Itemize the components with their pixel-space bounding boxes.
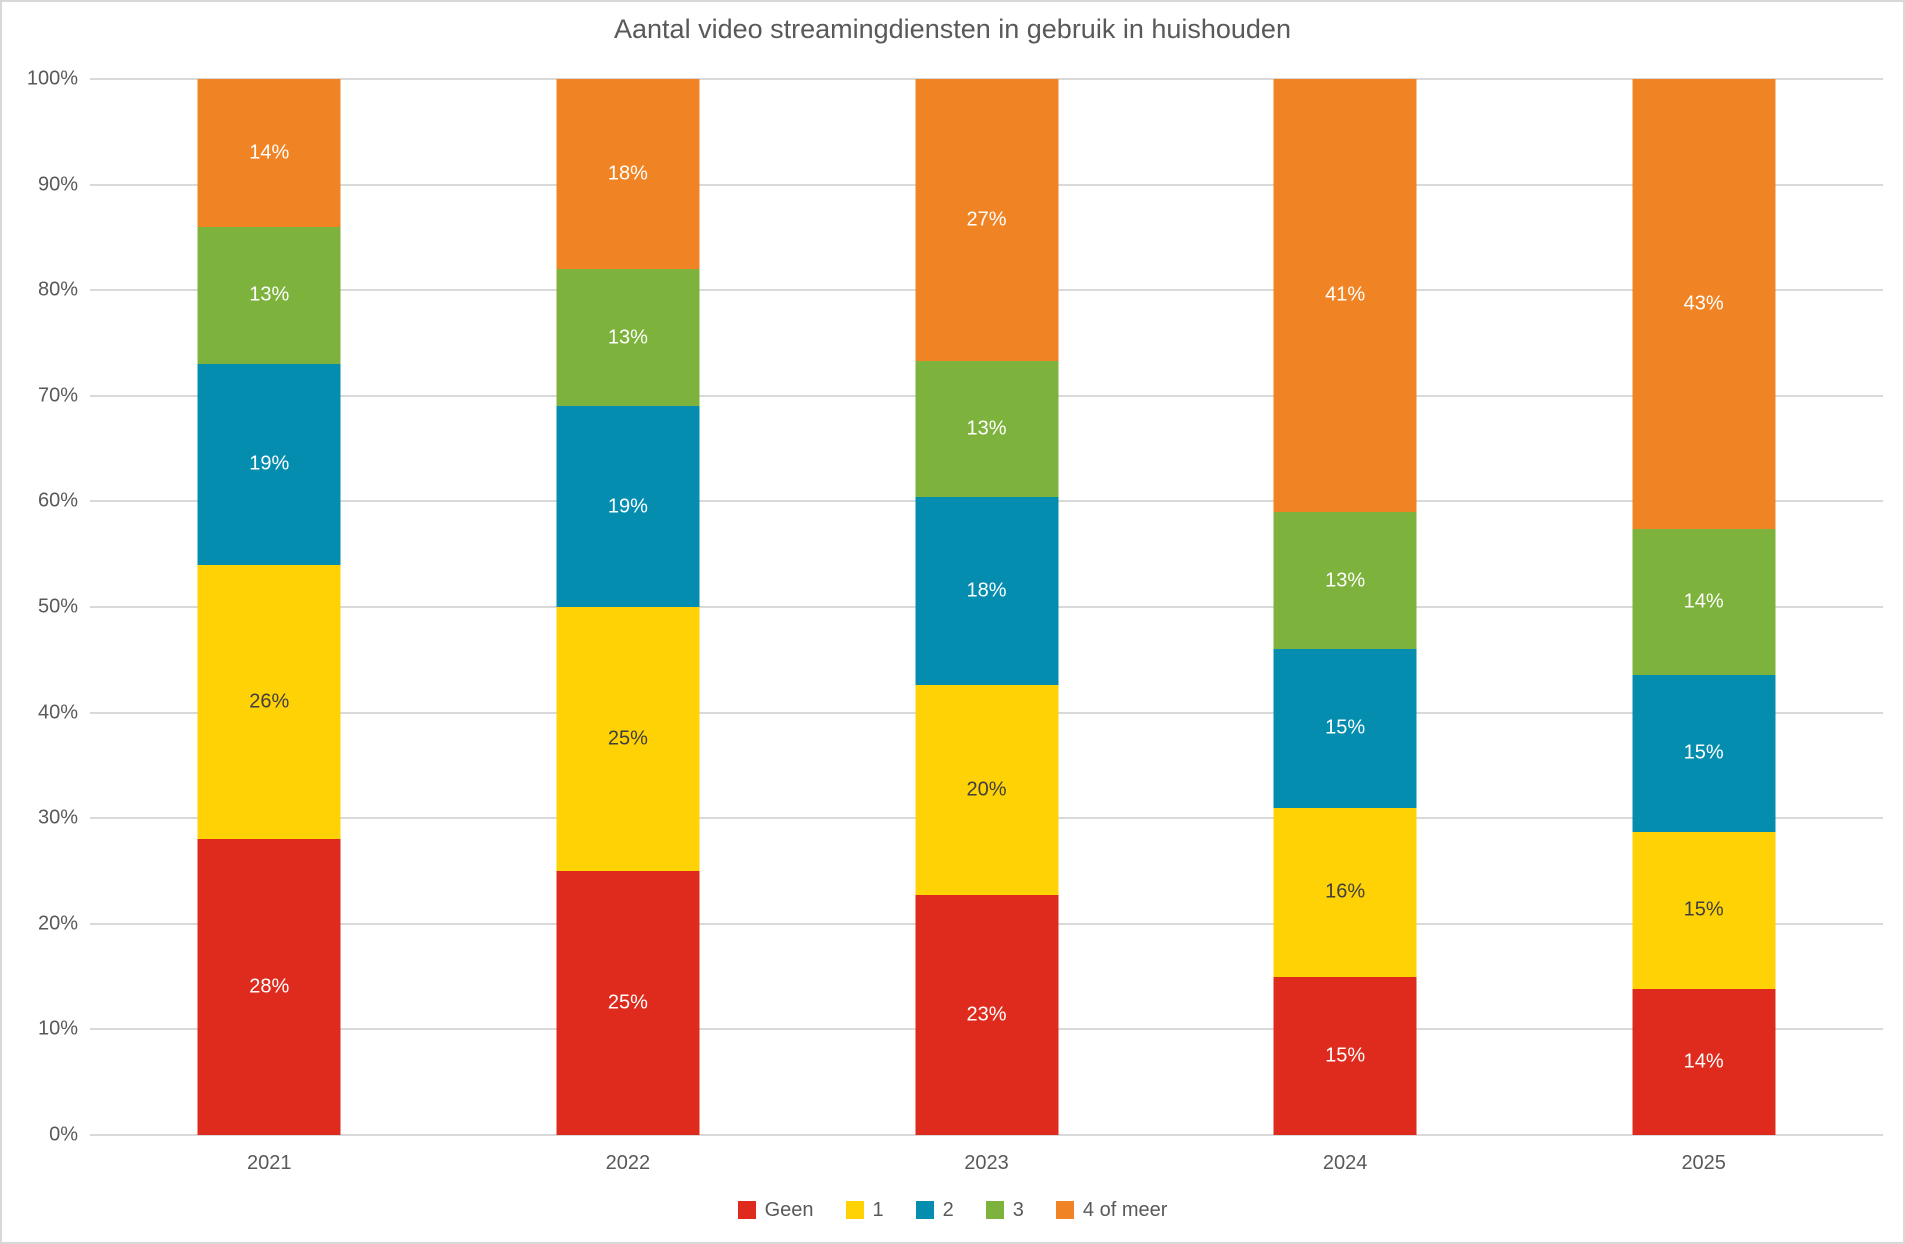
bar-segment-value-label: 13%	[1325, 569, 1366, 592]
bar-segment-2024-2: 15%	[1273, 649, 1417, 808]
bar-segment-value-label: 13%	[966, 417, 1007, 440]
x-axis-label-2021: 2021	[247, 1152, 292, 1174]
y-tick-label-60: 60%	[37, 489, 78, 512]
bar-segment-2021-Geen: 28%	[197, 839, 341, 1135]
y-tick-label-90: 90%	[37, 173, 78, 196]
bar-segment-2025-Geen: 14%	[1632, 988, 1776, 1135]
bar-segment-value-label: 15%	[1683, 898, 1724, 921]
legend-label: 3	[1012, 1198, 1024, 1221]
bar-segment-value-label: 15%	[1325, 1044, 1366, 1067]
bar-segment-2021-3: 13%	[197, 226, 341, 365]
gridline-0	[90, 1134, 1883, 1136]
legend-label: Geen	[764, 1198, 814, 1221]
bar-segment-value-label: 18%	[966, 579, 1007, 602]
legend-swatch-icon	[1055, 1201, 1074, 1219]
x-axis-labels: 2021 2022 2023 2024 2025	[90, 1152, 1883, 1182]
y-tick-label-30: 30%	[37, 806, 78, 829]
bar-column-2024: 15% 16% 15% 13% 41%	[1273, 79, 1417, 1135]
bar-segment-value-label: 14%	[1683, 1050, 1724, 1073]
bar-segment-value-label: 19%	[607, 495, 648, 518]
bar-segment-2022-4 of meer: 18%	[556, 79, 700, 270]
x-axis-label-2023: 2023	[964, 1152, 1009, 1174]
bar-segment-2024-4 of meer: 41%	[1273, 79, 1417, 512]
legend-item-1: 1	[845, 1198, 884, 1222]
bar-segment-value-label: 43%	[1683, 292, 1724, 315]
x-axis-label-2025: 2025	[1681, 1152, 1726, 1174]
bar-column-2021: 28% 26% 19% 13% 14%	[197, 79, 341, 1135]
bar-segment-2023-1: 20%	[915, 685, 1058, 895]
bar-segment-value-label: 28%	[249, 975, 290, 998]
bar-column-2023: 23% 20% 18% 13% 27%	[915, 79, 1058, 1135]
legend-label: 1	[872, 1198, 884, 1221]
bar-segment-2025-3: 14%	[1632, 528, 1776, 675]
bar-segment-2023-Geen: 23%	[915, 894, 1058, 1135]
bar-segment-2025-1: 15%	[1632, 831, 1776, 989]
legend-item-2: 2	[915, 1198, 954, 1222]
bar-segment-2022-Geen: 25%	[556, 871, 700, 1135]
bar-segment-value-label: 26%	[249, 690, 290, 713]
bar-column-2025: 14% 15% 15% 14% 43%	[1632, 79, 1776, 1135]
bar-segment-value-label: 16%	[1325, 880, 1366, 903]
x-axis-label-2024: 2024	[1322, 1152, 1368, 1174]
legend-label: 2	[942, 1198, 954, 1221]
legend: Geen 1 2 3 4 of meer	[2, 1194, 1903, 1226]
bar-segment-value-label: 13%	[607, 326, 648, 349]
bar-segment-2023-3: 13%	[915, 361, 1058, 498]
y-tick-label-20: 20%	[37, 912, 78, 935]
bar-segment-value-label: 19%	[249, 452, 290, 475]
bar-segment-value-label: 15%	[1325, 716, 1366, 739]
bar-segment-value-label: 14%	[1683, 590, 1724, 613]
bar-segment-2022-1: 25%	[556, 607, 700, 871]
y-tick-label-40: 40%	[37, 701, 78, 724]
bar-segment-value-label: 25%	[607, 727, 648, 750]
bar-segment-value-label: 14%	[249, 141, 290, 164]
plot-area: 28% 26% 19% 13% 14% 25% 25% 19% 13% 18% 23% 20% 18% 1…	[90, 78, 1883, 1136]
y-tick-label-70: 70%	[37, 384, 78, 407]
bar-segment-2022-2: 19%	[556, 406, 700, 607]
bar-segment-value-label: 41%	[1325, 283, 1366, 306]
bar-segment-2023-2: 18%	[915, 497, 1058, 686]
legend-item-3: 3	[985, 1198, 1024, 1222]
y-axis-labels: 0% 10% 20% 30% 40% 50% 60% 70% 80% 90% 100%	[2, 68, 78, 1146]
bar-segment-2022-3: 13%	[556, 269, 700, 407]
bar-segment-2024-Geen: 15%	[1273, 976, 1417, 1135]
bar-segment-2025-2: 15%	[1632, 674, 1776, 832]
bar-segment-2025-4 of meer: 43%	[1632, 79, 1776, 529]
x-axis-label-2022: 2022	[605, 1152, 651, 1174]
bar-segment-2021-2: 19%	[197, 364, 341, 565]
y-tick-label-80: 80%	[37, 278, 78, 301]
gridline-100	[90, 78, 1883, 80]
bar-segment-value-label: 18%	[607, 162, 648, 185]
bar-segment-2021-1: 26%	[197, 564, 341, 840]
bar-segment-value-label: 23%	[966, 1003, 1007, 1026]
bar-segment-value-label: 27%	[966, 208, 1007, 231]
legend-swatch-icon	[845, 1201, 864, 1219]
y-tick-label-100: 100%	[26, 67, 78, 90]
legend-swatch-icon	[985, 1201, 1004, 1219]
bar-segment-value-label: 13%	[249, 283, 290, 306]
legend-label: 4 of meer	[1082, 1198, 1168, 1221]
legend-swatch-icon	[915, 1201, 934, 1219]
y-tick-label-50: 50%	[37, 595, 78, 618]
bar-segment-2024-1: 16%	[1273, 807, 1417, 977]
bar-segment-value-label: 25%	[607, 991, 648, 1014]
bar-segment-2023-4 of meer: 27%	[915, 79, 1058, 362]
legend-item-4 of meer: 4 of meer	[1055, 1198, 1168, 1222]
bar-segment-value-label: 15%	[1683, 741, 1724, 764]
chart-title: Aantal video streamingdiensten in gebrui…	[614, 14, 1291, 44]
y-tick-label-0: 0%	[49, 1123, 78, 1146]
bar-segment-2021-4 of meer: 14%	[197, 79, 341, 227]
bar-column-2022: 25% 25% 19% 13% 18%	[556, 79, 700, 1135]
bar-segment-value-label: 20%	[966, 778, 1007, 801]
bar-segment-2024-3: 13%	[1273, 511, 1417, 650]
legend-item-Geen: Geen	[737, 1198, 814, 1222]
y-tick-label-10: 10%	[37, 1017, 78, 1040]
legend-swatch-icon	[737, 1201, 756, 1219]
